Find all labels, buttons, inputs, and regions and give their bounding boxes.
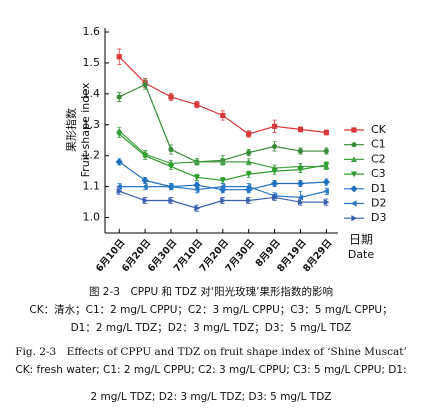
marker [297,126,304,133]
legend-marker [350,200,357,207]
marker [193,174,201,181]
legend-label: C1 [371,138,386,151]
caption-title-en: Fig. 2-3 Effects of CPPU and TDZ on frui… [15,346,407,358]
marker [246,131,252,137]
marker [168,94,174,100]
caption-title-cn: 图 2-3 CPPU 和 TDZ 对‘阳光玫瑰’果形指数的影响 [89,285,333,298]
legend-marker [350,156,358,162]
marker [193,186,200,193]
marker [271,168,278,175]
y-tick-label: 1.6 [83,25,101,38]
marker [142,153,149,159]
marker [194,205,201,212]
y-tick-label: 1.4 [83,87,101,100]
marker [219,183,226,190]
y-label-cn: 果形指数 [64,108,78,152]
marker [115,158,123,166]
marker [271,194,278,201]
legend-label: D2 [371,197,386,210]
y-tick-label: 1.0 [83,211,101,224]
caption-note: 2 mg/L TDZ; D2: 3 mg/L TDZ; D3: 5 mg/L T… [90,391,331,403]
marker [116,188,123,195]
marker [220,112,226,119]
legend-label: CK [371,123,387,136]
marker [116,131,123,138]
y-tick-label: 1.3 [83,118,101,131]
marker [141,176,149,185]
legend-label: C2 [371,152,386,165]
marker [271,143,278,150]
marker [246,197,252,204]
legend-marker [350,185,358,193]
legend-marker [350,171,358,178]
marker [270,179,279,188]
marker [323,148,329,154]
legend-label: C3 [371,167,386,180]
legend-label: D1 [371,182,386,195]
marker [245,183,252,190]
marker [142,197,149,204]
marker [167,183,174,190]
marker [296,179,305,188]
marker [193,158,201,165]
marker [194,102,200,108]
marker [322,178,330,186]
marker [167,163,175,170]
marker [168,146,174,153]
legend-marker [351,127,357,133]
marker [323,129,329,136]
y-label: Fruit shape index [79,82,92,177]
y-tick-label: 1.1 [83,180,101,193]
caption-note: D1：2 mg/L TDZ；D2：3 mg/L TDZ；D3：5 mg/L TD… [71,322,352,334]
series-line [118,83,327,163]
y-tick-label: 1.5 [83,56,101,69]
marker [297,148,304,154]
x-label: Date [348,248,375,261]
marker [323,198,330,206]
caption-note: CK：清水；C1：2 mg/L CPPU；C2：3 mg/L CPPU；C3：5… [29,303,392,316]
marker [245,158,252,165]
legend-marker [351,215,358,222]
legend-marker [351,142,357,148]
marker [323,162,330,169]
marker [219,158,226,165]
marker [297,167,304,173]
series-line [118,56,327,135]
marker [116,94,122,100]
marker [142,81,148,88]
caption-note: CK: fresh water; C1: 2 mg/L CPPU; C2: 3 … [15,364,406,376]
marker [297,198,304,206]
marker [220,197,226,204]
marker [219,177,226,184]
marker [142,183,148,190]
y-tick-label: 1.2 [83,149,101,162]
marker [246,150,252,156]
marker [323,188,329,195]
marker [116,54,122,60]
x-label-cn: 日期 [349,233,373,247]
marker [245,171,252,178]
legend-label: D3 [371,211,386,224]
marker [168,197,175,204]
marker [271,123,278,129]
